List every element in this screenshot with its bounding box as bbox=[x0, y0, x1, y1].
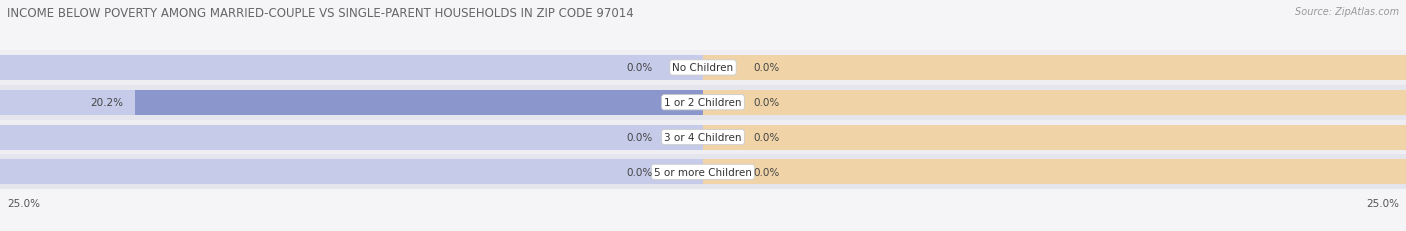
Bar bbox=[703, 125, 1406, 150]
Text: No Children: No Children bbox=[672, 63, 734, 73]
Text: 25.0%: 25.0% bbox=[7, 198, 39, 208]
Text: 0.0%: 0.0% bbox=[626, 63, 652, 73]
Bar bbox=[703, 160, 1406, 185]
Text: 5 or more Children: 5 or more Children bbox=[654, 167, 752, 177]
Text: 25.0%: 25.0% bbox=[1367, 198, 1399, 208]
Text: 0.0%: 0.0% bbox=[626, 167, 652, 177]
Text: INCOME BELOW POVERTY AMONG MARRIED-COUPLE VS SINGLE-PARENT HOUSEHOLDS IN ZIP COD: INCOME BELOW POVERTY AMONG MARRIED-COUPL… bbox=[7, 7, 634, 20]
Bar bbox=[703, 90, 1406, 115]
Text: 20.2%: 20.2% bbox=[91, 98, 124, 108]
Text: Source: ZipAtlas.com: Source: ZipAtlas.com bbox=[1295, 7, 1399, 17]
Bar bbox=[135, 90, 703, 115]
Bar bbox=[0, 125, 703, 150]
Bar bbox=[0, 90, 703, 115]
Bar bbox=[0, 120, 1406, 155]
Bar bbox=[0, 85, 1406, 120]
Bar bbox=[0, 56, 703, 81]
Text: 0.0%: 0.0% bbox=[754, 132, 780, 143]
Bar bbox=[703, 56, 1406, 81]
Text: 1 or 2 Children: 1 or 2 Children bbox=[664, 98, 742, 108]
Text: 0.0%: 0.0% bbox=[626, 132, 652, 143]
Text: 0.0%: 0.0% bbox=[754, 167, 780, 177]
Bar bbox=[0, 160, 703, 185]
Text: 0.0%: 0.0% bbox=[754, 98, 780, 108]
Bar bbox=[0, 155, 1406, 189]
Bar bbox=[0, 51, 1406, 85]
Text: 0.0%: 0.0% bbox=[754, 63, 780, 73]
Text: 3 or 4 Children: 3 or 4 Children bbox=[664, 132, 742, 143]
